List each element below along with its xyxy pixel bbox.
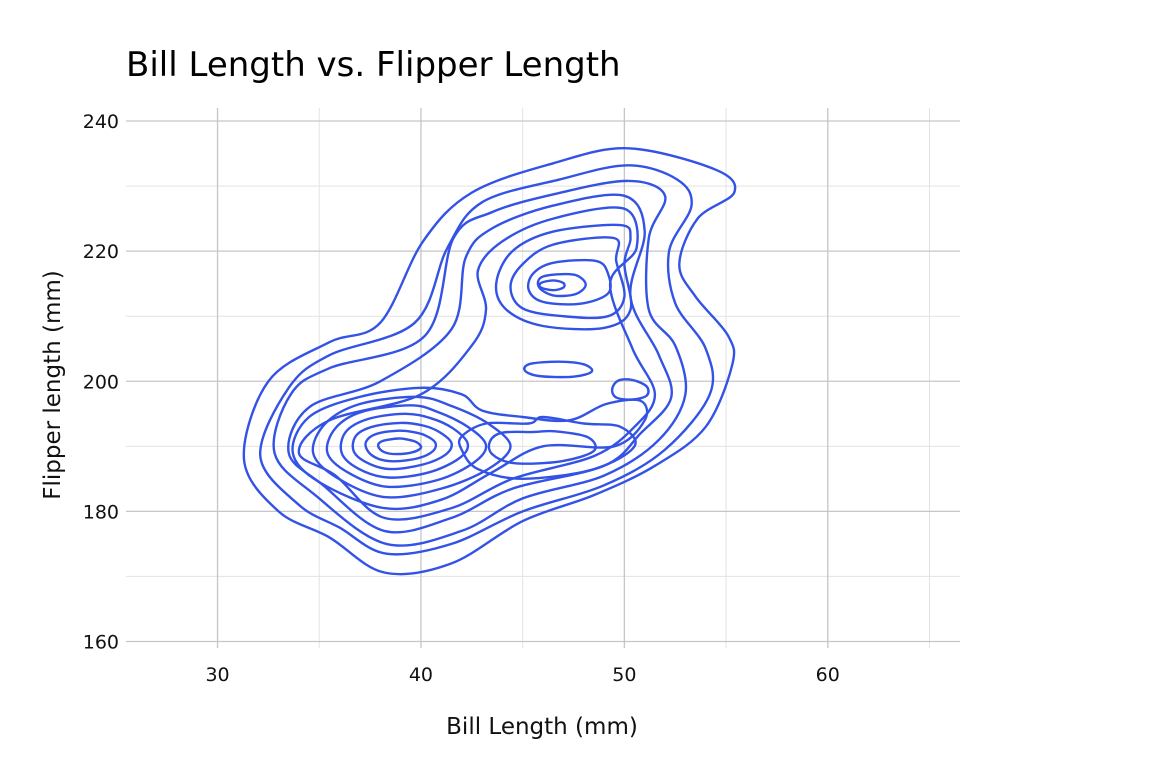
x-axis-label: Bill Length (mm): [446, 714, 638, 740]
density-contour-line: [313, 397, 511, 498]
density-contour-line: [539, 280, 564, 290]
x-tick-label: 30: [205, 664, 229, 686]
density-contour-line: [612, 379, 648, 399]
minor-gridlines: [126, 108, 960, 648]
y-tick-label: 220: [83, 241, 119, 263]
x-tick-label: 40: [409, 664, 433, 686]
y-tick-label: 200: [83, 371, 119, 393]
x-tick-label: 60: [816, 664, 840, 686]
density-contour-line: [299, 207, 655, 519]
major-gridlines: [126, 108, 960, 648]
density-contour-line: [293, 388, 648, 509]
y-axis-label: Flipper length (mm): [40, 270, 66, 500]
y-tick-label: 180: [83, 501, 119, 523]
density-contour-line: [538, 274, 586, 296]
density-contour-line: [524, 362, 592, 377]
x-tick-label: 50: [612, 664, 636, 686]
density-contour-line: [511, 237, 625, 318]
y-tick-label: 160: [83, 631, 119, 653]
chart-title: Bill Length vs. Flipper Length: [126, 45, 621, 85]
density-contours: [244, 148, 735, 574]
y-tick-label: 240: [83, 111, 119, 133]
